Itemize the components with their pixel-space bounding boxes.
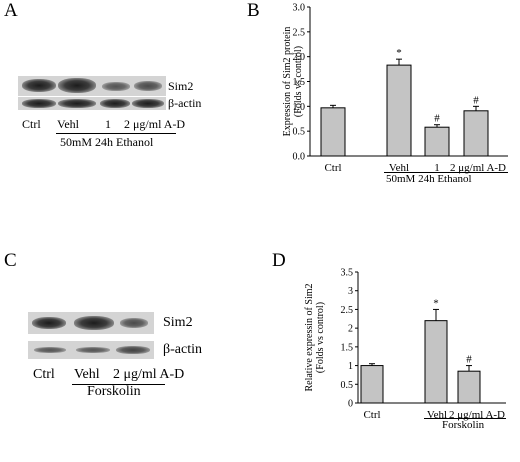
panel-c-sim2-label: Sim2	[163, 315, 193, 330]
panel-a-actin-band-1	[100, 99, 130, 108]
panel-c-actin-label: β-actin	[163, 342, 202, 357]
panel-b-bar	[424, 126, 450, 157]
panel-a-treatment-underline	[56, 133, 176, 134]
panel-d-y-tick-label: 3.5	[341, 268, 354, 279]
panel-d-y-tick-label: 2	[348, 324, 353, 335]
panel-b-category-label: Ctrl	[324, 162, 341, 174]
panel-c-lane-label-vehl: Vehl	[74, 367, 100, 382]
panel-a-actin-blot	[18, 97, 166, 110]
panel-d-y-tick-label: 2.5	[341, 305, 354, 316]
panel-b-significance-mark: #	[434, 113, 440, 125]
panel-c-sim2-blot	[28, 312, 154, 334]
panel-b-significance-mark: *	[396, 47, 402, 59]
panel-d-y-axis-label: (Folds vs control)	[315, 302, 326, 373]
panel-d-y-tick-label: 0.5	[341, 380, 354, 391]
panel-c-lane-label-2: 2 μg/ml A-D	[113, 367, 185, 382]
panel-b-category-label: Vehl	[389, 162, 409, 174]
panel-a-actin-band-ctrl	[22, 99, 56, 108]
panel-b-y-axis-label: Expression of Sim2 protein	[282, 27, 293, 137]
panel-a-sim2-band-vehl	[58, 78, 96, 93]
panel-d-letter: D	[272, 250, 286, 271]
panel-d-y-tick-label: 0	[348, 399, 353, 410]
panel-d-significance-mark: *	[433, 297, 439, 309]
panel-a-actin-label: β-actin	[168, 96, 202, 110]
panel-a-sim2-band-ctrl	[22, 79, 56, 92]
panel-d-treatment-underline	[424, 418, 506, 419]
panel-b-category-label: 2 μg/ml A-D	[450, 162, 506, 174]
panel-a-lane-label-vehl: Vehl	[57, 117, 79, 131]
panel-d-significance-mark: #	[466, 354, 472, 366]
panel-a-sim2-blot	[18, 76, 166, 96]
panel-d-bar	[360, 365, 384, 404]
panel-b-bar	[320, 107, 346, 157]
panel-a-actin-band-2	[132, 99, 164, 108]
panel-a-sim2-band-2	[134, 81, 162, 91]
panel-b-treatment-label: 50mM 24h Ethanol	[386, 173, 472, 185]
panel-d-bar	[424, 320, 448, 404]
panel-a-sim2-band-1	[102, 82, 130, 91]
panel-d-category-label: Ctrl	[363, 409, 380, 421]
panel-b-category-label: 1	[434, 162, 440, 174]
panel-d-treatment-label: Forskolin	[442, 419, 485, 431]
panel-d-y-tick-label: 1	[348, 361, 353, 372]
panel-c-actin-band-ctrl	[34, 347, 66, 353]
panel-b-significance-mark: #	[473, 94, 479, 106]
panel-a-sim2-label: Sim2	[168, 79, 194, 93]
panel-c-treatment-underline	[72, 384, 165, 385]
panel-c-sim2-band-2	[120, 318, 148, 328]
panel-b-y-axis-label: (Folds vs control)	[293, 46, 304, 117]
panel-b-bar	[463, 110, 489, 157]
panel-b-y-tick-label: 2.0	[293, 52, 306, 63]
panel-a-actin-band-vehl	[58, 99, 96, 108]
panel-a-lane-label-2: 2 μg/ml A-D	[124, 117, 186, 131]
panel-b-letter: B	[247, 0, 260, 21]
panel-b-y-tick-label: 1.5	[293, 77, 306, 88]
panel-c-treatment-label: Forskolin	[87, 384, 141, 399]
panel-c-sim2-band-ctrl	[32, 317, 66, 329]
panel-c-lane-label-ctrl: Ctrl	[33, 367, 55, 382]
panel-c-sim2-band-vehl	[74, 316, 114, 330]
panel-d-y-tick-label: 3	[348, 286, 353, 297]
panel-a-lane-label-1: 1	[105, 117, 111, 131]
panel-a-lane-label-ctrl: Ctrl	[22, 117, 41, 131]
panel-c-actin-band-vehl	[76, 347, 110, 353]
panel-b-y-tick-label: 0.5	[293, 127, 306, 138]
panel-b-y-tick-label: 2.5	[293, 27, 306, 38]
panel-b-treatment-underline	[384, 172, 508, 173]
panel-d-y-tick-label: 1.5	[341, 342, 354, 353]
panel-a-treatment-label: 50mM 24h Ethanol	[60, 135, 154, 149]
panel-b-y-tick-label: 3.0	[293, 3, 306, 14]
panel-c-letter: C	[4, 250, 17, 271]
panel-b-bar	[386, 64, 412, 157]
panel-d-bar	[457, 370, 481, 404]
panel-b-y-tick-label: 0.0	[293, 152, 306, 163]
panel-b-y-tick-label: 1.0	[293, 102, 306, 113]
panel-d-y-axis-label: Relative expressin of Sim2	[304, 283, 315, 391]
panel-c-actin-band-2	[116, 346, 150, 354]
panel-a-letter: A	[4, 0, 18, 21]
panel-c-actin-blot	[28, 341, 154, 359]
